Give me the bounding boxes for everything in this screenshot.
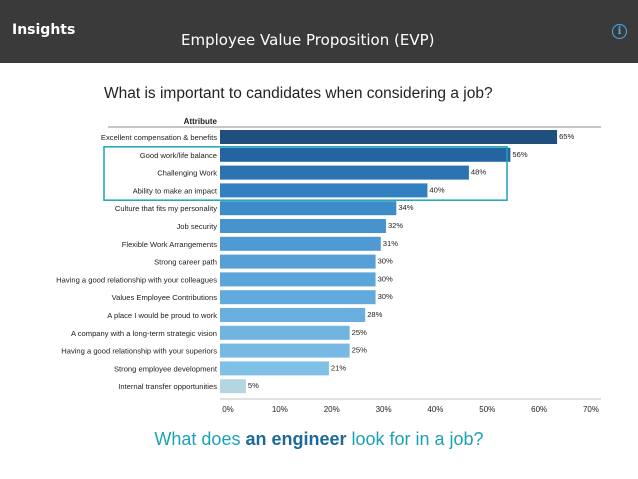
category-label: Ability to make an impact [133, 186, 218, 195]
category-label: Strong employee development [114, 364, 218, 373]
data-label: 31% [383, 239, 398, 248]
category-label: Strong career path [154, 258, 217, 267]
bar [220, 308, 366, 322]
data-label: 56% [512, 150, 527, 159]
x-tick-label: 70% [583, 405, 599, 412]
data-label: 25% [352, 346, 367, 355]
data-label: 40% [429, 185, 444, 194]
category-label: Internal transfer opportunities [118, 382, 217, 391]
x-tick-label: 50% [479, 405, 495, 412]
data-label: 32% [388, 221, 403, 230]
data-label: 30% [378, 274, 393, 283]
bar-chart: Attribute Excellent compensation & benefi… [56, 117, 601, 412]
x-tick-label: 40% [427, 405, 443, 412]
x-tick-label: 30% [376, 405, 392, 412]
bar [220, 290, 376, 305]
category-header: Attribute [184, 117, 218, 126]
highlight-box [103, 146, 508, 201]
bar [220, 130, 558, 144]
x-tick-label: 20% [324, 405, 340, 412]
bar [220, 147, 511, 162]
data-label: 21% [331, 363, 346, 372]
page-title: Employee Value Proposition (EVP) [181, 31, 435, 49]
bar [220, 272, 376, 287]
category-label: A company with a long-term strategic vis… [71, 329, 217, 338]
bar [220, 343, 350, 358]
data-label: 48% [471, 168, 486, 177]
bar [220, 201, 397, 216]
x-tick-label: 10% [272, 405, 288, 412]
data-label: 30% [378, 292, 393, 301]
category-label: Challenging Work [157, 169, 217, 178]
category-label: Excellent compensation & benefits [101, 133, 217, 142]
category-label: Good work/life balance [140, 151, 217, 160]
data-label: 30% [378, 257, 393, 266]
category-label: Having a good relationship with your sup… [61, 347, 217, 356]
bar [220, 325, 350, 340]
data-label: 65% [559, 132, 574, 141]
caption-emphasis: an engineer [245, 429, 347, 449]
category-label: Values Employee Contributions [112, 293, 218, 302]
data-label: 25% [352, 328, 367, 337]
data-label: 5% [248, 381, 259, 390]
category-label: Culture that fits my personality [115, 204, 217, 213]
bar [220, 379, 246, 394]
bar [220, 254, 376, 269]
brand-label: Insights [12, 22, 76, 38]
bar [220, 183, 428, 198]
caption-suffix: look for in a job? [346, 429, 484, 449]
info-icon[interactable]: i [612, 24, 627, 39]
x-tick-label: 0% [222, 405, 234, 412]
category-label: A place I would be proud to work [107, 311, 217, 320]
chart-question: What is important to candidates when con… [104, 85, 493, 102]
data-label: 34% [398, 203, 413, 212]
bar [220, 361, 329, 376]
app-header: Insights Employee Value Proposition (EVP… [0, 0, 638, 63]
bar [220, 219, 386, 233]
bar [220, 165, 469, 180]
category-label: Job security [176, 222, 217, 231]
category-label: Having a good relationship with your col… [56, 275, 217, 284]
category-label: Flexible Work Arrangements [122, 240, 217, 249]
caption: What does an engineer look for in a job? [0, 429, 638, 450]
data-label: 28% [367, 310, 382, 319]
bar [220, 236, 381, 251]
caption-prefix: What does [154, 429, 246, 449]
x-tick-label: 60% [531, 405, 547, 412]
